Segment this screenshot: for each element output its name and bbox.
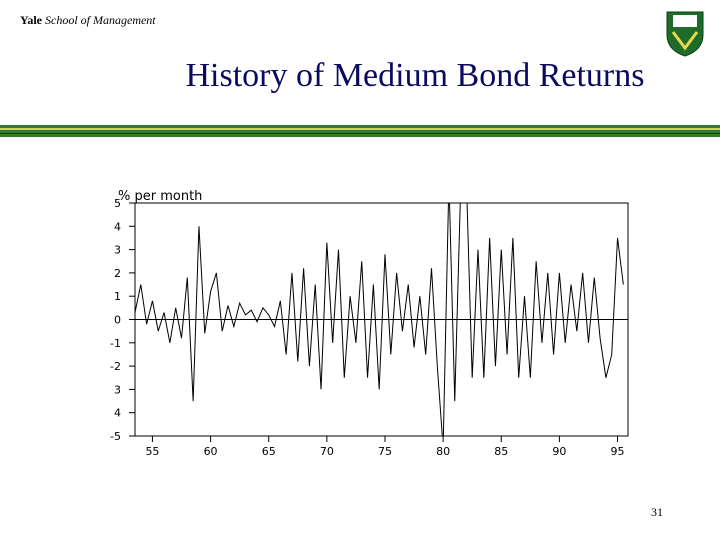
y-tick-label: 1 — [114, 290, 121, 303]
x-tick-label: 95 — [611, 445, 625, 458]
x-tick-label: 85 — [494, 445, 508, 458]
y-tick-label: -1 — [110, 337, 121, 350]
brand: Yale — [20, 13, 43, 27]
x-tick-label: 55 — [145, 445, 159, 458]
x-tick-label: 90 — [552, 445, 566, 458]
slide-title: History of Medium Bond Returns — [186, 57, 645, 94]
chart-subtitle: % per month — [118, 189, 202, 204]
logo — [666, 11, 704, 57]
y-tick-label: 0 — [114, 314, 121, 327]
header: Yale School of Management — [20, 13, 156, 27]
y-tick-label: 3 — [114, 244, 121, 257]
y-tick-label: 4 — [114, 220, 121, 233]
x-tick-label: 80 — [436, 445, 450, 458]
series-line — [135, 203, 624, 436]
y-tick-label: -5 — [110, 430, 121, 443]
page-number: 31 — [651, 505, 663, 519]
y-tick-label: 5 — [114, 197, 121, 210]
x-tick-label: 70 — [320, 445, 334, 458]
x-tick-label: 65 — [262, 445, 276, 458]
y-tick-label: 4 — [114, 407, 121, 420]
y-tick-label: -2 — [110, 360, 121, 373]
y-tick-label: 2 — [114, 267, 121, 280]
school: School of Management — [45, 13, 156, 27]
x-tick-label: 60 — [204, 445, 218, 458]
divider — [0, 125, 720, 137]
y-tick-label: 3 — [114, 383, 121, 396]
x-tick-label: 75 — [378, 445, 392, 458]
